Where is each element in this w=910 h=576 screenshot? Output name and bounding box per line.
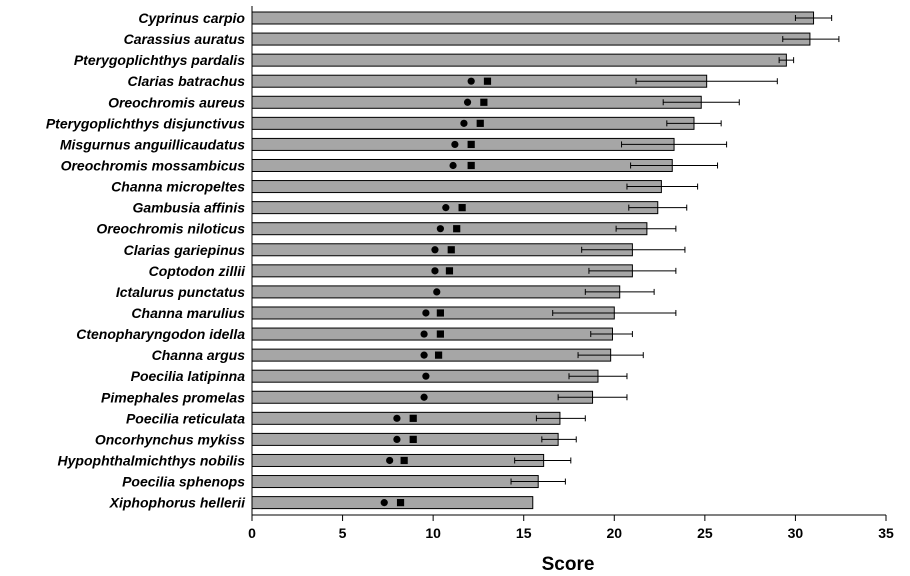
- circle-marker: [393, 435, 401, 443]
- circle-marker: [420, 351, 428, 359]
- circle-marker: [451, 140, 459, 149]
- bars-layer: [251, 11, 815, 510]
- error-bars-layer: [510, 15, 840, 485]
- bar: [251, 95, 702, 109]
- category-label: Oreochromis mossambicus: [61, 157, 246, 173]
- square-marker: [409, 435, 417, 443]
- bar: [251, 158, 673, 172]
- category-label: Channa marulius: [131, 305, 245, 321]
- x-tick-label: 15: [516, 525, 532, 541]
- category-label: Poecilia sphenops: [122, 474, 245, 490]
- x-tick-label: 10: [425, 525, 441, 541]
- circle-marker: [449, 161, 457, 170]
- bar: [251, 243, 633, 257]
- square-marker: [447, 246, 455, 254]
- bar: [251, 180, 662, 194]
- category-label: Channa argus: [152, 347, 246, 363]
- circle-marker: [463, 98, 472, 106]
- category-label: Oncorhynchus mykiss: [95, 431, 245, 447]
- category-label: Clarias batrachus: [128, 73, 246, 89]
- x-tick-label: 35: [878, 525, 894, 541]
- category-label: Cyprinus carpio: [138, 10, 245, 26]
- category-label: Pterygoplichthys pardalis: [74, 52, 245, 68]
- category-label: Xiphophorus hellerii: [109, 495, 246, 511]
- circle-marker: [380, 499, 388, 507]
- circle-marker: [436, 225, 444, 233]
- category-label: Channa micropeltes: [111, 179, 245, 195]
- square-marker: [458, 204, 466, 212]
- category-label: Gambusia affinis: [132, 200, 245, 216]
- category-label: Oreochromis niloticus: [96, 221, 245, 237]
- x-tick-label: 20: [606, 525, 622, 541]
- circle-marker: [393, 414, 401, 422]
- circle-marker: [431, 246, 439, 254]
- bar: [251, 137, 675, 151]
- square-marker: [396, 499, 405, 507]
- bar: [251, 496, 534, 510]
- square-marker: [400, 456, 408, 465]
- x-axis: 0 5 10 15 20 25 30 35: [248, 6, 894, 541]
- category-labels-layer: Cyprinus carpio Carassius auratus Pterygop…: [46, 10, 246, 511]
- markers-layer: [380, 77, 492, 507]
- bar: [251, 327, 613, 341]
- square-marker: [480, 98, 488, 106]
- category-label: Ctenopharyngodon idella: [76, 326, 245, 342]
- category-label: Misgurnus anguillicaudatus: [60, 136, 245, 152]
- x-axis-title: Score: [542, 554, 595, 575]
- circle-marker: [422, 309, 430, 317]
- category-label: Pimephales promelas: [101, 389, 245, 405]
- square-marker: [409, 414, 417, 422]
- bar: [251, 264, 633, 278]
- square-marker: [483, 77, 492, 85]
- square-marker: [436, 309, 444, 317]
- category-label: Oreochromis aureus: [108, 94, 245, 110]
- bar: [251, 432, 559, 446]
- circle-marker: [442, 204, 450, 212]
- circle-marker: [431, 267, 439, 275]
- square-marker: [453, 225, 461, 233]
- x-tick-label: 30: [788, 525, 804, 541]
- category-label: Coptodon zillii: [149, 263, 247, 279]
- square-marker: [445, 267, 454, 275]
- square-marker: [467, 161, 475, 170]
- category-label: Poecilia latipinna: [131, 368, 246, 384]
- bar: [251, 53, 787, 67]
- category-label: Carassius auratus: [124, 31, 246, 47]
- bar: [251, 11, 815, 25]
- square-marker: [434, 351, 443, 359]
- category-label: Hypophthalmichthys nobilis: [58, 452, 246, 468]
- category-label: Ictalurus punctatus: [116, 284, 245, 300]
- x-tick-label: 25: [697, 525, 713, 541]
- x-tick-label: 0: [248, 525, 256, 541]
- circle-marker: [460, 119, 468, 127]
- bar: [251, 201, 659, 215]
- circle-marker: [433, 288, 441, 296]
- circle-marker: [386, 456, 394, 465]
- category-label: Pterygoplichthys disjunctivus: [46, 115, 245, 131]
- bar: [251, 116, 695, 130]
- category-label: Poecilia reticulata: [126, 410, 245, 426]
- bar: [251, 475, 539, 489]
- circle-marker: [422, 372, 430, 380]
- category-label: Clarias gariepinus: [124, 242, 246, 258]
- square-marker: [467, 140, 475, 149]
- square-marker: [476, 119, 484, 127]
- square-marker: [436, 330, 444, 338]
- bar: [251, 32, 811, 46]
- bar: [251, 411, 561, 425]
- circle-marker: [467, 77, 475, 85]
- bar: [251, 222, 648, 236]
- circle-marker: [420, 393, 428, 401]
- circle-marker: [420, 330, 428, 338]
- bar: [251, 453, 545, 467]
- x-tick-label: 5: [339, 525, 347, 541]
- bar: [251, 348, 612, 362]
